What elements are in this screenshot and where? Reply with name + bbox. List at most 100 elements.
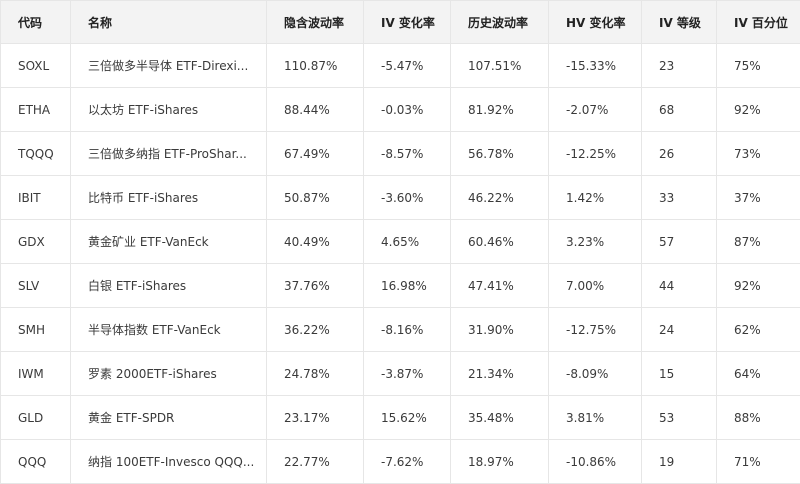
cell-hv-change: 7.00% xyxy=(549,264,642,308)
cell-hv: 107.51% xyxy=(451,44,549,88)
cell-iv-rank: 68 xyxy=(642,88,717,132)
cell-iv: 22.77% xyxy=(267,440,364,484)
cell-hv: 47.41% xyxy=(451,264,549,308)
cell-iv-percentile: 64% xyxy=(717,352,800,396)
cell-code: SMH xyxy=(1,308,71,352)
cell-iv-percentile: 75% xyxy=(717,44,800,88)
cell-code: TQQQ xyxy=(1,132,71,176)
cell-iv: 40.49% xyxy=(267,220,364,264)
cell-iv: 67.49% xyxy=(267,132,364,176)
cell-iv: 24.78% xyxy=(267,352,364,396)
column-header-iv[interactable]: 隐含波动率 xyxy=(267,1,364,44)
cell-name: 三倍做多半导体 ETF-Direxi... xyxy=(71,44,267,88)
cell-iv-rank: 23 xyxy=(642,44,717,88)
cell-name: 以太坊 ETF-iShares xyxy=(71,88,267,132)
cell-iv: 23.17% xyxy=(267,396,364,440)
cell-iv-change: -3.87% xyxy=(364,352,451,396)
cell-hv-change: 3.81% xyxy=(549,396,642,440)
cell-iv-change: 16.98% xyxy=(364,264,451,308)
column-header-name[interactable]: 名称 xyxy=(71,1,267,44)
cell-iv-change: -8.57% xyxy=(364,132,451,176)
cell-code: GDX xyxy=(1,220,71,264)
cell-iv-rank: 19 xyxy=(642,440,717,484)
cell-iv: 50.87% xyxy=(267,176,364,220)
cell-iv-percentile: 73% xyxy=(717,132,800,176)
cell-iv-percentile: 62% xyxy=(717,308,800,352)
cell-hv: 56.78% xyxy=(451,132,549,176)
cell-name: 比特币 ETF-iShares xyxy=(71,176,267,220)
cell-hv: 81.92% xyxy=(451,88,549,132)
column-header-iv-change[interactable]: IV 变化率 xyxy=(364,1,451,44)
column-header-iv-percentile[interactable]: IV 百分位 xyxy=(717,1,800,44)
cell-iv-percentile: 92% xyxy=(717,264,800,308)
cell-iv-rank: 26 xyxy=(642,132,717,176)
cell-name: 罗素 2000ETF-iShares xyxy=(71,352,267,396)
cell-hv: 21.34% xyxy=(451,352,549,396)
cell-code: ETHA xyxy=(1,88,71,132)
cell-iv-change: -7.62% xyxy=(364,440,451,484)
cell-name: 白银 ETF-iShares xyxy=(71,264,267,308)
cell-iv-percentile: 87% xyxy=(717,220,800,264)
cell-hv-change: 3.23% xyxy=(549,220,642,264)
cell-code: QQQ xyxy=(1,440,71,484)
cell-name: 纳指 100ETF-Invesco QQQ... xyxy=(71,440,267,484)
cell-hv-change: -15.33% xyxy=(549,44,642,88)
cell-hv: 18.97% xyxy=(451,440,549,484)
cell-name: 半导体指数 ETF-VanEck xyxy=(71,308,267,352)
column-header-iv-rank[interactable]: IV 等级 xyxy=(642,1,717,44)
cell-name: 黄金 ETF-SPDR xyxy=(71,396,267,440)
column-header-hv[interactable]: 历史波动率 xyxy=(451,1,549,44)
cell-code: IBIT xyxy=(1,176,71,220)
cell-hv-change: -8.09% xyxy=(549,352,642,396)
column-header-hv-change[interactable]: HV 变化率 xyxy=(549,1,642,44)
cell-iv-change: 4.65% xyxy=(364,220,451,264)
cell-iv-change: -8.16% xyxy=(364,308,451,352)
cell-iv: 110.87% xyxy=(267,44,364,88)
cell-hv: 35.48% xyxy=(451,396,549,440)
cell-hv: 60.46% xyxy=(451,220,549,264)
cell-hv-change: -12.25% xyxy=(549,132,642,176)
cell-iv-rank: 44 xyxy=(642,264,717,308)
cell-hv-change: -10.86% xyxy=(549,440,642,484)
cell-hv-change: 1.42% xyxy=(549,176,642,220)
cell-iv: 36.22% xyxy=(267,308,364,352)
cell-iv-rank: 15 xyxy=(642,352,717,396)
cell-iv-percentile: 92% xyxy=(717,88,800,132)
cell-name: 三倍做多纳指 ETF-ProShar... xyxy=(71,132,267,176)
cell-iv-rank: 57 xyxy=(642,220,717,264)
cell-iv-percentile: 71% xyxy=(717,440,800,484)
cell-name: 黄金矿业 ETF-VanEck xyxy=(71,220,267,264)
cell-iv-rank: 24 xyxy=(642,308,717,352)
cell-code: SLV xyxy=(1,264,71,308)
cell-iv-change: -5.47% xyxy=(364,44,451,88)
cell-iv-rank: 33 xyxy=(642,176,717,220)
cell-hv: 31.90% xyxy=(451,308,549,352)
cell-iv-percentile: 37% xyxy=(717,176,800,220)
cell-iv: 37.76% xyxy=(267,264,364,308)
cell-code: GLD xyxy=(1,396,71,440)
cell-iv-percentile: 88% xyxy=(717,396,800,440)
cell-hv: 46.22% xyxy=(451,176,549,220)
column-header-code[interactable]: 代码 xyxy=(1,1,71,44)
cell-iv-change: 15.62% xyxy=(364,396,451,440)
cell-code: SOXL xyxy=(1,44,71,88)
cell-code: IWM xyxy=(1,352,71,396)
cell-hv-change: -2.07% xyxy=(549,88,642,132)
cell-hv-change: -12.75% xyxy=(549,308,642,352)
cell-iv: 88.44% xyxy=(267,88,364,132)
cell-iv-rank: 53 xyxy=(642,396,717,440)
cell-iv-change: -0.03% xyxy=(364,88,451,132)
cell-iv-change: -3.60% xyxy=(364,176,451,220)
